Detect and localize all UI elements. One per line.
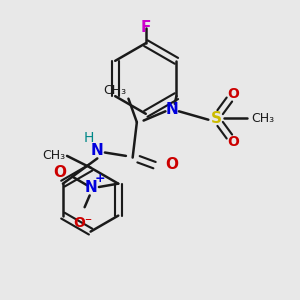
- Text: N: N: [91, 143, 104, 158]
- Text: O: O: [227, 88, 239, 101]
- Text: N: N: [166, 102, 178, 117]
- Text: +: +: [94, 172, 105, 185]
- Text: O: O: [227, 135, 239, 148]
- Text: CH₃: CH₃: [251, 112, 274, 124]
- Text: O: O: [166, 157, 178, 172]
- Text: N: N: [85, 180, 98, 195]
- Text: S: S: [210, 110, 221, 125]
- Text: CH₃: CH₃: [103, 84, 126, 97]
- Text: F: F: [141, 20, 151, 35]
- Text: H: H: [84, 131, 94, 145]
- Text: CH₃: CH₃: [42, 149, 65, 162]
- Text: O⁻: O⁻: [73, 216, 93, 230]
- Text: O: O: [53, 165, 66, 180]
